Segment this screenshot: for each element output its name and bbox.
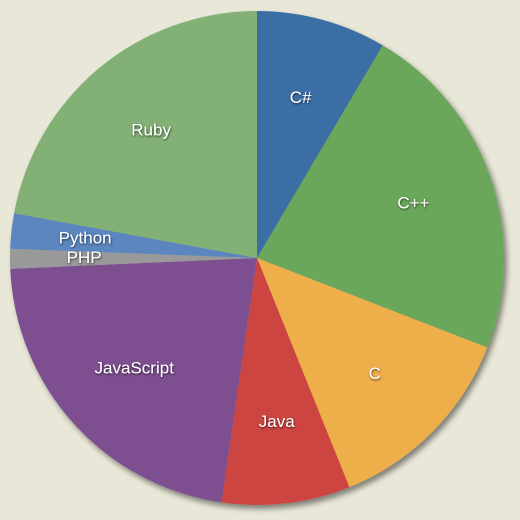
pie-slice [10, 258, 258, 503]
pie-slice [257, 11, 383, 258]
pie-slice [10, 213, 257, 258]
slice-label: C# [290, 88, 312, 107]
pie-slice [14, 11, 257, 258]
pie-slice [257, 258, 488, 488]
slice-label: PHP [67, 248, 102, 267]
pie-slice [257, 45, 505, 348]
slice-label: Ruby [131, 120, 171, 139]
slice-label: Python [59, 229, 112, 248]
slice-label: C++ [397, 193, 429, 212]
slice-label: C [369, 364, 381, 383]
pie-slice [221, 258, 350, 506]
slice-label: Java [259, 412, 295, 431]
pie [10, 11, 505, 506]
slice-label: JavaScript [95, 358, 175, 377]
pie-slice [10, 248, 258, 269]
